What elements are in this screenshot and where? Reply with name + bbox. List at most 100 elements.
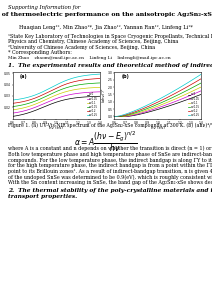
Line: x=0.05: x=0.05 (114, 91, 201, 116)
x=0.05 (63, 94, 66, 98)
Line: x=0.2: x=0.2 (114, 79, 201, 116)
x=0.2 (12, 101, 14, 105)
Text: Both low temperature phase and high temperature phase of SnSe are indirect-bandg: Both low temperature phase and high temp… (8, 152, 212, 157)
Line: x=0.2: x=0.2 (13, 79, 100, 103)
X-axis label: hv (eV): hv (eV) (151, 126, 165, 130)
x=0.1 (165, 101, 167, 105)
Text: of the undoped SnSe was determined to be 0.9(eV), which is roughly consistent wi: of the undoped SnSe was determined to be… (8, 175, 212, 180)
x=0 (113, 115, 116, 118)
x=0.2 (113, 115, 116, 118)
Text: Physics and Chemistry, Chinese Academy of Sciences, Beijing, China: Physics and Chemistry, Chinese Academy o… (8, 39, 179, 44)
x=0.05 (113, 115, 116, 118)
x=0 (165, 105, 167, 109)
x=0.1 (63, 90, 66, 94)
Legend: x=0, x=0.05, x=0.1, x=0.15, x=0.2, x=0.25: x=0, x=0.05, x=0.1, x=0.15, x=0.2, x=0.2… (188, 92, 200, 117)
Text: 2.  The thermal stability of the poly-crystalline materials and the thermal degr: 2. The thermal stability of the poly-cry… (8, 188, 212, 193)
x=0.2 (165, 96, 167, 100)
Y-axis label: α: α (0, 94, 2, 97)
x=0.2 (165, 96, 167, 100)
Text: (b): (b) (121, 74, 129, 79)
x=0.25 (165, 94, 167, 97)
Text: Min Zhao    zhaom@mail.ipc.ac.cn    Linfeng Li    linlengli@mail.ipc.ac.cn: Min Zhao zhaom@mail.ipc.ac.cn Linfeng Li… (8, 56, 171, 59)
x=0 (187, 98, 189, 101)
x=0.2 (200, 77, 203, 80)
Legend: x=0, x=0.05, x=0.1, x=0.15, x=0.2, x=0.25: x=0, x=0.05, x=0.1, x=0.15, x=0.2, x=0.2… (86, 92, 98, 117)
x=0.1 (85, 86, 87, 90)
x=0 (98, 94, 101, 98)
x=0.1 (11, 108, 14, 112)
Line: x=0: x=0 (114, 94, 201, 116)
x=0.1 (63, 90, 66, 94)
x=0.05 (192, 92, 195, 96)
x=0.2 (113, 115, 116, 118)
x=0.25 (63, 79, 66, 83)
x=0.25 (166, 93, 169, 96)
x=0.05 (165, 103, 167, 107)
Line: x=0.25: x=0.25 (114, 74, 201, 116)
x=0.15 (200, 81, 203, 85)
x=0.2 (85, 78, 87, 81)
x=0 (12, 115, 14, 118)
Text: * Corresponding Authors:: * Corresponding Authors: (8, 50, 72, 55)
x=0.2 (65, 82, 67, 86)
x=0.2 (187, 85, 189, 88)
Text: Optimization of thermoelectric performance on the anisotropic Ag₂Sn₂-xSe compoun: Optimization of thermoelectric performan… (0, 12, 212, 17)
Text: compounds. For the low temperature phase, the indirect bandgap is along ΓY to it: compounds. For the low temperature phase… (8, 158, 212, 163)
x=0.15 (113, 115, 116, 118)
x=0.25 (165, 94, 167, 97)
x=0.15 (165, 99, 167, 102)
Text: $\alpha = A\dfrac{(h\nu - E_{g})^{n/2}}{h\nu}$: $\alpha = A\dfrac{(h\nu - E_{g})^{n/2}}{… (74, 130, 138, 154)
x=0.25 (12, 98, 14, 102)
x=0.1 (165, 101, 167, 105)
Text: where A is a constant and n depends on whether the transition is direct (n = 1) : where A is a constant and n depends on w… (8, 146, 212, 152)
x=0.15 (63, 87, 66, 90)
x=0.25 (85, 74, 87, 77)
Line: x=0.25: x=0.25 (13, 74, 100, 100)
Text: for the high temperature phase, the indirect bandgap is from a point within the : for the high temperature phase, the indi… (8, 163, 212, 168)
x=0.2 (11, 101, 14, 105)
x=0.25 (65, 79, 67, 82)
x=0 (165, 105, 167, 109)
Y-axis label: (αhν)⁴/³: (αhν)⁴/³ (102, 88, 106, 102)
Text: Supporting Information for: Supporting Information for (8, 4, 81, 10)
x=0.1 (166, 100, 169, 104)
Text: Figure 1. (a) UV-Vis-NIR spectrum of the Ag₂Sn₂-xSe compounds at 300 K. (b) (ahν: Figure 1. (a) UV-Vis-NIR spectrum of the… (8, 123, 212, 128)
x=0 (11, 115, 14, 118)
x=0.2 (192, 82, 195, 85)
Text: Huaqian Leng¹², Min Zhao¹*, Jia Zhao¹², Yannan Ran¹², Linfeng Li¹*: Huaqian Leng¹², Min Zhao¹*, Jia Zhao¹², … (19, 25, 193, 30)
x=0.2 (63, 83, 66, 86)
x=0.05 (166, 103, 169, 106)
x=0.25 (113, 115, 116, 118)
x=0.05 (200, 89, 203, 92)
Line: x=0.15: x=0.15 (13, 83, 100, 106)
x=0.25 (200, 72, 203, 76)
x=0.1 (98, 85, 101, 89)
x=0.1 (113, 115, 116, 118)
x=0.15 (187, 88, 189, 92)
x=0 (85, 95, 87, 99)
Line: x=0.15: x=0.15 (114, 83, 201, 116)
x=0 (63, 98, 66, 102)
x=0.05 (85, 91, 87, 94)
x=0.05 (165, 103, 167, 107)
Text: With the Sn content increasing in SnSe, the band gap of the Ag₂Sn₂-xSe shows dec: With the Sn content increasing in SnSe, … (8, 180, 212, 185)
Line: x=0: x=0 (13, 96, 100, 116)
x=0.1 (200, 85, 203, 89)
x=0 (90, 95, 93, 98)
x=0.25 (90, 73, 93, 76)
Text: point to its Brillouin zones¹. As a result of indirect-bandgap transition, n is : point to its Brillouin zones¹. As a resu… (8, 169, 212, 174)
Line: x=0.1: x=0.1 (13, 87, 100, 110)
x=0.05 (63, 94, 66, 98)
x=0.15 (90, 82, 93, 85)
x=0.05 (98, 90, 101, 94)
x=0.1 (192, 89, 195, 93)
Line: x=0.1: x=0.1 (114, 87, 201, 116)
x=0 (200, 92, 203, 96)
x=0.15 (165, 99, 167, 102)
x=0.25 (187, 81, 189, 85)
Text: transport properties.: transport properties. (8, 194, 78, 199)
x=0.1 (187, 92, 189, 95)
x=0.15 (192, 85, 195, 89)
x=0 (63, 98, 66, 102)
X-axis label: hv (eV): hv (eV) (49, 126, 63, 130)
